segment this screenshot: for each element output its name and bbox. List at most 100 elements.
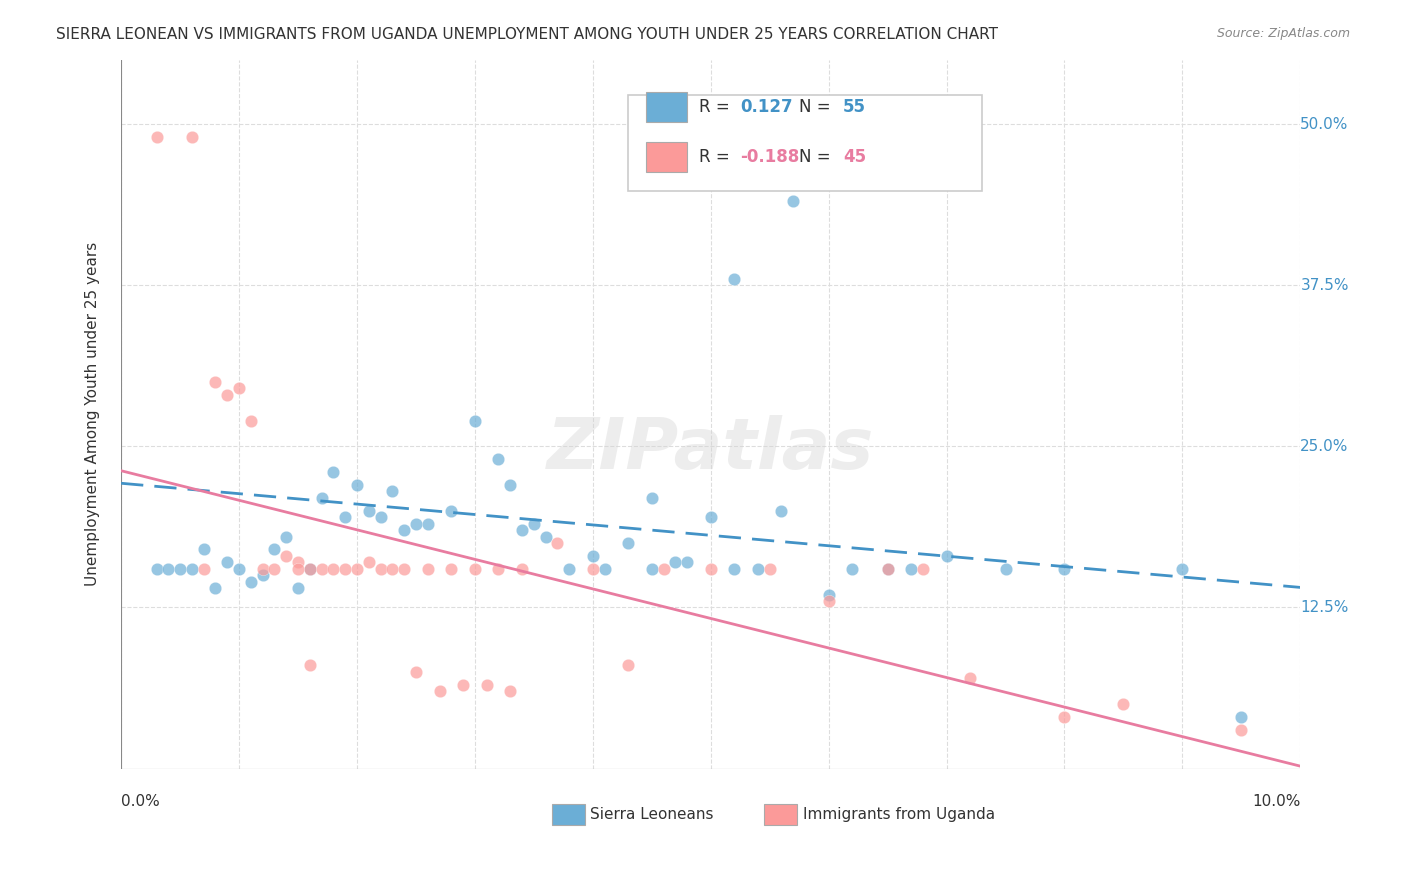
- Point: [582, 549, 605, 563]
- Point: [488, 452, 510, 467]
- Point: [263, 562, 285, 576]
- FancyBboxPatch shape: [645, 142, 688, 171]
- Point: [499, 684, 522, 698]
- Point: [416, 516, 439, 531]
- Point: [392, 523, 415, 537]
- Point: [263, 542, 285, 557]
- Point: [770, 504, 793, 518]
- Point: [405, 665, 427, 679]
- Point: [204, 375, 226, 389]
- Point: [676, 555, 699, 569]
- Point: [180, 130, 202, 145]
- Point: [1230, 710, 1253, 724]
- Point: [298, 562, 321, 576]
- Y-axis label: Unemployment Among Youth under 25 years: Unemployment Among Youth under 25 years: [86, 242, 100, 586]
- Point: [510, 562, 533, 576]
- Point: [664, 555, 686, 569]
- Text: 25.0%: 25.0%: [1301, 439, 1348, 454]
- Point: [416, 562, 439, 576]
- Text: Immigrants from Uganda: Immigrants from Uganda: [803, 807, 995, 822]
- Point: [145, 562, 167, 576]
- Text: N =: N =: [799, 148, 837, 167]
- Point: [370, 562, 392, 576]
- Point: [193, 562, 215, 576]
- Text: 10.0%: 10.0%: [1251, 794, 1301, 808]
- Point: [381, 484, 404, 499]
- Point: [510, 523, 533, 537]
- Point: [322, 562, 344, 576]
- Point: [392, 562, 415, 576]
- Point: [276, 549, 298, 563]
- Point: [817, 594, 839, 608]
- Point: [464, 562, 486, 576]
- Text: 45: 45: [842, 148, 866, 167]
- Point: [217, 555, 239, 569]
- Point: [1053, 562, 1076, 576]
- Point: [346, 562, 368, 576]
- Point: [546, 536, 568, 550]
- Point: [169, 562, 191, 576]
- Text: R =: R =: [699, 148, 735, 167]
- Point: [723, 271, 745, 285]
- FancyBboxPatch shape: [628, 95, 981, 191]
- Point: [723, 562, 745, 576]
- Point: [499, 478, 522, 492]
- Point: [335, 510, 357, 524]
- Point: [959, 671, 981, 685]
- Point: [357, 555, 380, 569]
- Point: [381, 562, 404, 576]
- Point: [1171, 562, 1194, 576]
- Point: [464, 413, 486, 427]
- Point: [287, 581, 309, 595]
- FancyBboxPatch shape: [551, 804, 585, 825]
- Text: 12.5%: 12.5%: [1301, 600, 1348, 615]
- Point: [488, 562, 510, 576]
- Text: Sierra Leoneans: Sierra Leoneans: [591, 807, 714, 822]
- Point: [699, 510, 721, 524]
- Point: [239, 413, 262, 427]
- Point: [287, 555, 309, 569]
- Text: SIERRA LEONEAN VS IMMIGRANTS FROM UGANDA UNEMPLOYMENT AMONG YOUTH UNDER 25 YEARS: SIERRA LEONEAN VS IMMIGRANTS FROM UGANDA…: [56, 27, 998, 42]
- Point: [298, 658, 321, 673]
- Point: [593, 562, 616, 576]
- Point: [558, 562, 581, 576]
- Point: [335, 562, 357, 576]
- Point: [357, 504, 380, 518]
- Point: [911, 562, 934, 576]
- Point: [782, 194, 804, 209]
- Point: [841, 562, 863, 576]
- Point: [523, 516, 546, 531]
- Text: 50.0%: 50.0%: [1301, 117, 1348, 131]
- Point: [617, 536, 640, 550]
- Point: [346, 478, 368, 492]
- Point: [699, 562, 721, 576]
- Point: [298, 562, 321, 576]
- Point: [228, 562, 250, 576]
- Point: [440, 504, 463, 518]
- Text: R =: R =: [699, 98, 735, 116]
- Point: [935, 549, 957, 563]
- Point: [180, 562, 202, 576]
- Point: [287, 562, 309, 576]
- Point: [747, 562, 769, 576]
- Point: [817, 588, 839, 602]
- Point: [204, 581, 226, 595]
- Point: [1112, 697, 1135, 711]
- Point: [900, 562, 922, 576]
- Point: [228, 381, 250, 395]
- Point: [429, 684, 451, 698]
- Point: [239, 574, 262, 589]
- Point: [145, 130, 167, 145]
- Text: ZIPatlas: ZIPatlas: [547, 415, 875, 484]
- Point: [252, 568, 274, 582]
- Point: [451, 678, 474, 692]
- Point: [405, 516, 427, 531]
- Point: [652, 562, 675, 576]
- Text: -0.188: -0.188: [740, 148, 800, 167]
- Point: [311, 491, 333, 505]
- Text: 0.127: 0.127: [740, 98, 793, 116]
- Point: [440, 562, 463, 576]
- Point: [252, 562, 274, 576]
- Point: [311, 562, 333, 576]
- Text: Source: ZipAtlas.com: Source: ZipAtlas.com: [1216, 27, 1350, 40]
